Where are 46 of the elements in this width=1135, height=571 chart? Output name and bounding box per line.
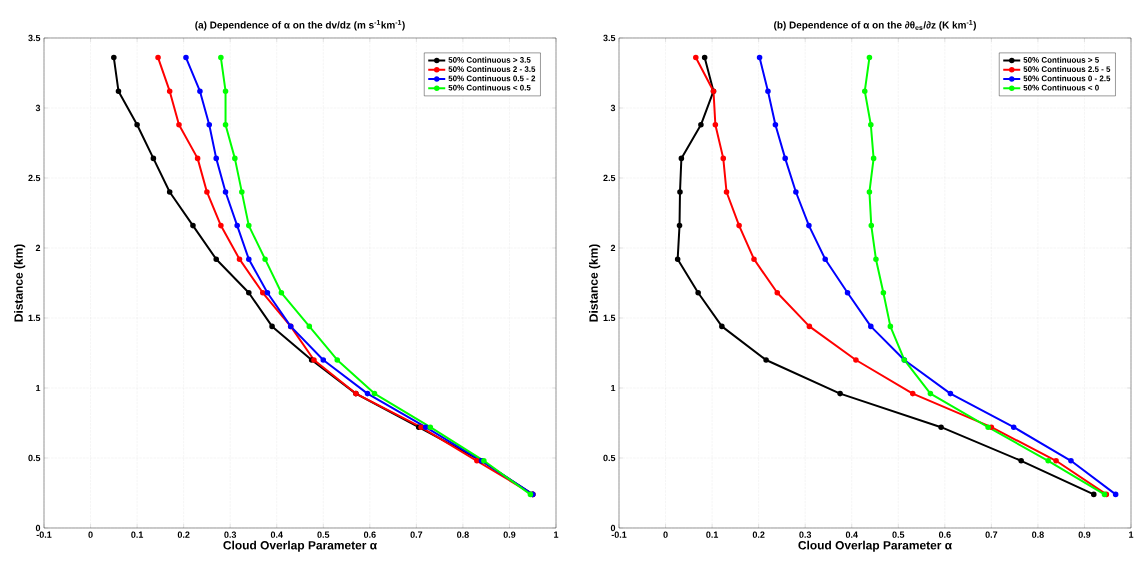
y-tick-label: 3.5 xyxy=(28,34,41,42)
x-tick-label: 1 xyxy=(554,531,559,538)
x-tick-label: 0.2 xyxy=(752,531,765,538)
x-tick-label: -0.1 xyxy=(36,531,52,538)
y-tick-label: 1.5 xyxy=(603,314,616,322)
y-tick-label: 2 xyxy=(610,244,616,252)
x-tick-label: 0.9 xyxy=(1078,531,1091,538)
y-tick-label: 0 xyxy=(610,524,616,532)
x-tick-label: 0.6 xyxy=(938,531,951,538)
x-tick-label: 0.7 xyxy=(410,531,423,538)
chart-title: (b) Dependence of α on the ∂θ$_{es}$/∂z (K km$^{-1}$) xyxy=(774,20,976,31)
x-tick-label: 0.1 xyxy=(131,531,144,538)
x-tick-label: 0.5 xyxy=(892,531,905,538)
y-tick-label: 0.5 xyxy=(28,454,41,462)
y-tick-label: 3 xyxy=(610,104,616,112)
x-tick-label: -0.1 xyxy=(611,531,627,538)
x-tick-label: 1 xyxy=(1129,531,1134,538)
x-tick-label: 0.8 xyxy=(1032,531,1044,538)
x-tick-label: 0 xyxy=(88,531,93,538)
y-tick-label: 2 xyxy=(35,244,41,252)
y-axis-title: Distance (km) xyxy=(589,244,601,322)
y-tick-label: 0 xyxy=(35,524,41,532)
chart-title: (a) Dependence of α on the dv/dz (m s$^{-1}$km$^{-1}$) xyxy=(195,20,405,31)
x-tick-label: 0.4 xyxy=(845,531,858,538)
y-tick-label: 3.5 xyxy=(603,34,616,42)
y-tick-label: 1.5 xyxy=(28,314,41,322)
x-tick-label: 0.7 xyxy=(985,531,998,538)
x-tick-label: 0.1 xyxy=(706,531,719,538)
x-tick-label: 0.4 xyxy=(270,531,283,538)
x-axis-title: Cloud Overlap Parameter α xyxy=(223,540,377,552)
x-tick-label: 0.5 xyxy=(317,531,330,538)
y-tick-label: 2.5 xyxy=(28,174,41,182)
x-tick-label: 0 xyxy=(663,531,668,538)
x-tick-label: 0.8 xyxy=(457,531,469,538)
x-tick-label: 0.6 xyxy=(363,531,376,538)
y-tick-label: 1 xyxy=(611,384,616,392)
x-tick-label: 0.3 xyxy=(799,531,812,538)
x-tick-label: 0.3 xyxy=(224,531,237,538)
x-tick-label: 0.9 xyxy=(503,531,516,538)
y-tick-label: 3 xyxy=(35,104,41,112)
y-tick-label: 1 xyxy=(36,384,41,392)
x-tick-label: 0.2 xyxy=(177,531,190,538)
x-axis-title: Cloud Overlap Parameter α xyxy=(798,540,952,552)
y-axis-title: Distance (km) xyxy=(14,244,26,322)
y-tick-label: 0.5 xyxy=(603,454,616,462)
y-tick-label: 2.5 xyxy=(603,174,616,182)
